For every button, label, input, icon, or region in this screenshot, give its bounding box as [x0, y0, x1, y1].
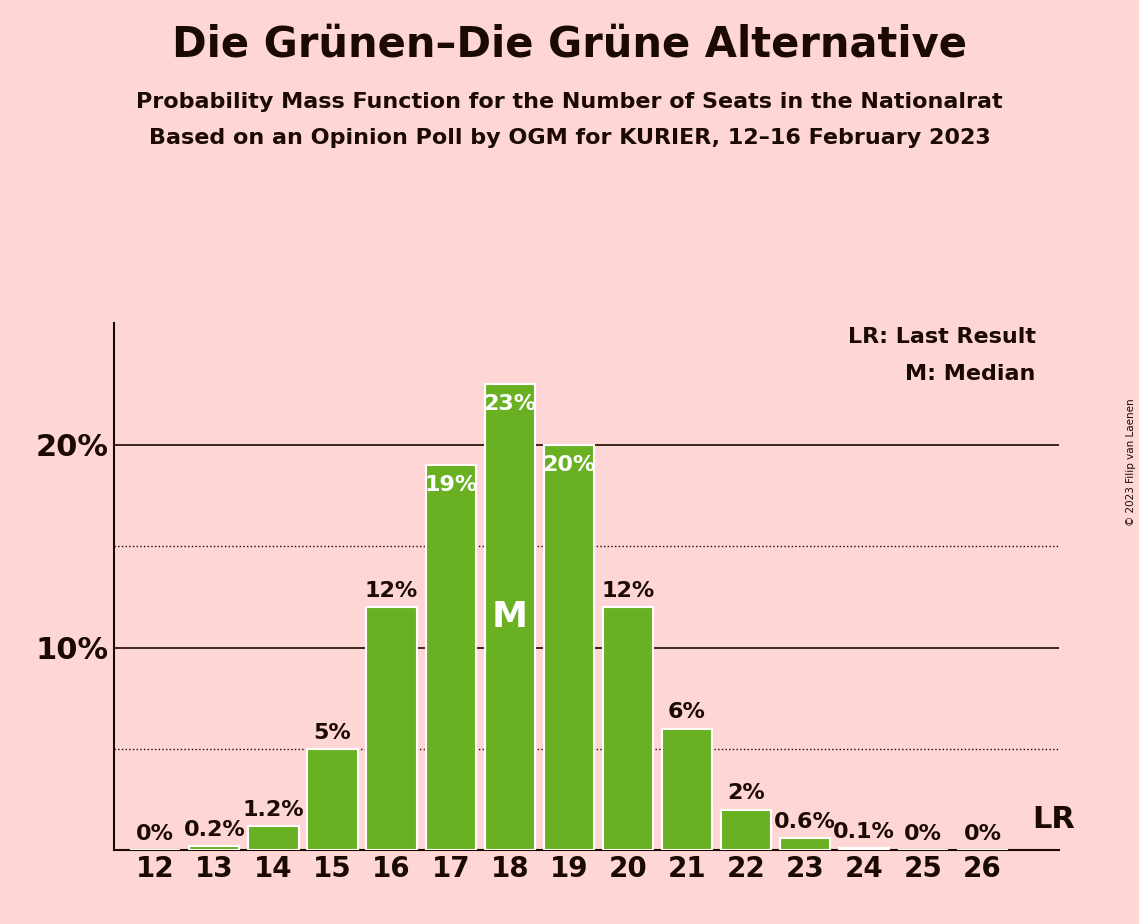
Text: 5%: 5%	[313, 723, 352, 743]
Text: 2%: 2%	[727, 784, 765, 804]
Bar	[485, 384, 535, 850]
Text: M: M	[492, 600, 527, 634]
Text: 0%: 0%	[904, 824, 942, 844]
Bar	[721, 809, 771, 850]
Bar	[780, 838, 830, 850]
Text: 6%: 6%	[669, 702, 706, 723]
Bar	[543, 445, 593, 850]
Text: Probability Mass Function for the Number of Seats in the Nationalrat: Probability Mass Function for the Number…	[137, 92, 1002, 113]
Text: 1.2%: 1.2%	[243, 799, 304, 820]
Bar	[839, 848, 890, 850]
Text: M: Median: M: Median	[906, 364, 1035, 383]
Bar	[662, 728, 712, 850]
Text: 12%: 12%	[364, 581, 418, 601]
Bar	[308, 748, 358, 850]
Text: 0.2%: 0.2%	[183, 820, 245, 840]
Text: 0.6%: 0.6%	[775, 812, 836, 832]
Text: 19%: 19%	[424, 475, 477, 495]
Text: 20%: 20%	[542, 455, 596, 475]
Text: Die Grünen–Die Grüne Alternative: Die Grünen–Die Grüne Alternative	[172, 23, 967, 65]
Text: © 2023 Filip van Laenen: © 2023 Filip van Laenen	[1126, 398, 1136, 526]
Text: LR: Last Result: LR: Last Result	[847, 327, 1035, 347]
Bar	[367, 607, 417, 850]
Bar	[426, 465, 476, 850]
Text: LR: LR	[1033, 805, 1075, 834]
Bar	[248, 826, 298, 850]
Text: 0.1%: 0.1%	[834, 822, 895, 842]
Text: 0%: 0%	[964, 824, 1001, 844]
Text: 12%: 12%	[601, 581, 655, 601]
Text: Based on an Opinion Poll by OGM for KURIER, 12–16 February 2023: Based on an Opinion Poll by OGM for KURI…	[148, 128, 991, 148]
Bar	[603, 607, 653, 850]
Text: 0%: 0%	[137, 824, 174, 844]
Text: 23%: 23%	[483, 395, 536, 414]
Bar	[189, 846, 239, 850]
